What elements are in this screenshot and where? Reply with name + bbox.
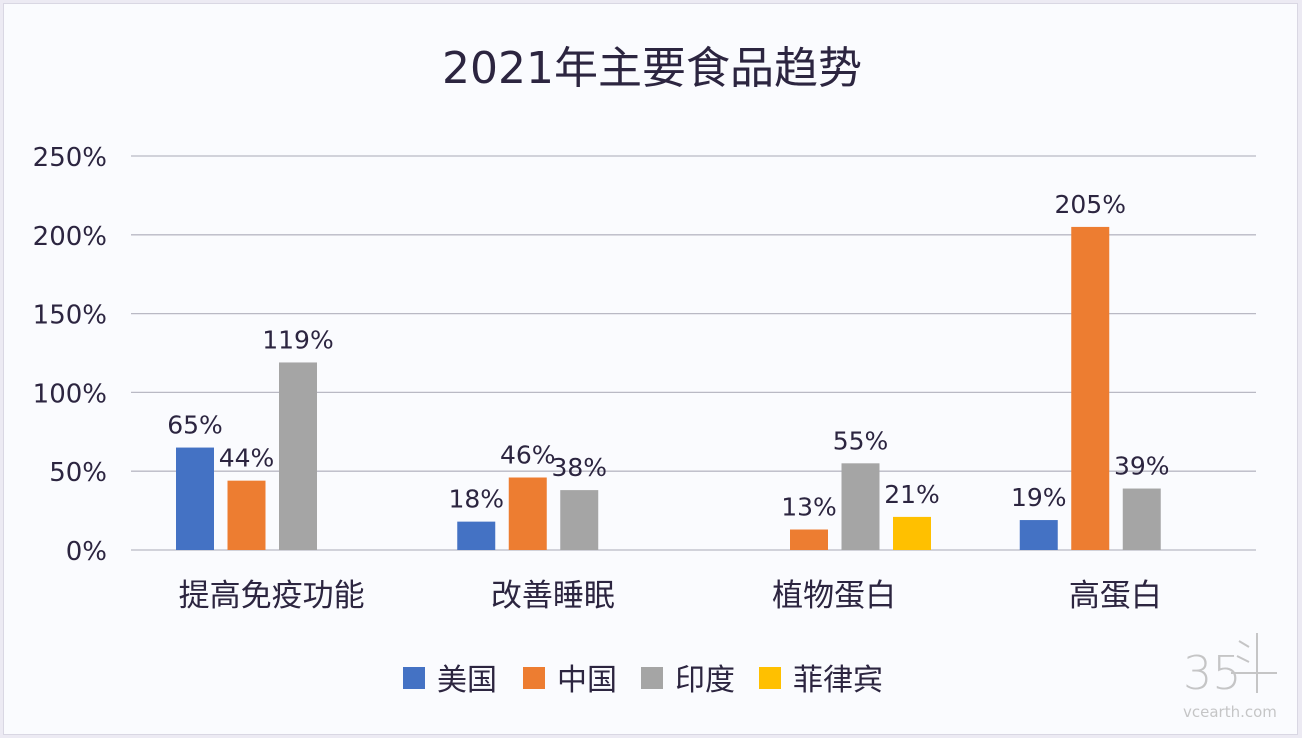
bar-中国 xyxy=(790,529,828,550)
x-tick-label: 植物蛋白 xyxy=(772,578,896,614)
data-label: 13% xyxy=(781,493,837,522)
data-label: 205% xyxy=(1055,190,1126,219)
data-label: 18% xyxy=(448,485,504,514)
bar-中国 xyxy=(508,477,547,550)
y-tick-label: 0% xyxy=(66,537,107,567)
bar-印度 xyxy=(841,463,880,550)
y-tick-label: 50% xyxy=(49,458,107,488)
bar-chart: 2021年主要食品趋势 0% 50% 100% 150% 200% 250% 65% 44%… xyxy=(33,43,1277,721)
y-axis-ticks: 0% 50% 100% 150% 200% 250% xyxy=(33,143,107,567)
legend-label: 菲律宾 xyxy=(793,663,883,698)
data-label: 39% xyxy=(1114,452,1170,481)
y-tick-label: 200% xyxy=(33,222,107,252)
x-tick-label: 提高免疫功能 xyxy=(179,578,365,614)
legend-swatch xyxy=(403,667,425,689)
legend: 美国 中国 印度 菲律宾 xyxy=(403,663,883,698)
legend-swatch xyxy=(523,667,545,689)
legend-label: 中国 xyxy=(557,663,617,698)
watermark-logo: 35 vcearth.com xyxy=(1183,633,1277,721)
data-label: 119% xyxy=(262,325,333,354)
bar-美国 xyxy=(457,521,496,550)
bars xyxy=(176,226,1161,551)
chart-frame: 2021年主要食品趋势 0% 50% 100% 150% 200% 250% 65% 44%… xyxy=(3,3,1298,735)
y-tick-label: 100% xyxy=(33,379,107,409)
data-label: 38% xyxy=(551,453,607,482)
svg-text:vcearth.com: vcearth.com xyxy=(1183,703,1277,721)
chart-title: 2021年主要食品趋势 xyxy=(442,43,862,94)
data-label: 55% xyxy=(833,426,889,455)
data-label: 46% xyxy=(500,441,556,470)
legend-swatch xyxy=(641,667,663,689)
legend-label: 美国 xyxy=(437,663,497,698)
bar-美国 xyxy=(1019,520,1058,550)
x-tick-label: 改善睡眠 xyxy=(491,578,615,614)
data-labels: 65% 44% 119% 18% 46%38% 13% 55% 21% 19% 205% 39% xyxy=(167,190,1169,522)
bar-美国 xyxy=(176,447,214,550)
bar-印度 xyxy=(560,490,599,550)
x-axis-labels: 提高免疫功能 改善睡眠 植物蛋白 高蛋白 xyxy=(179,578,1162,614)
bar-菲律宾 xyxy=(893,516,931,550)
data-label: 21% xyxy=(884,480,940,509)
data-label: 44% xyxy=(219,444,275,473)
y-tick-label: 150% xyxy=(33,301,107,331)
bar-中国 xyxy=(1071,226,1110,551)
x-tick-label: 高蛋白 xyxy=(1069,578,1162,614)
legend-swatch xyxy=(759,667,781,689)
gridlines xyxy=(131,155,1256,551)
bar-印度 xyxy=(1122,488,1161,550)
legend-label: 印度 xyxy=(675,663,735,698)
bar-印度 xyxy=(279,362,317,550)
data-label: 65% xyxy=(167,411,223,440)
bar-中国 xyxy=(227,480,266,550)
y-tick-label: 250% xyxy=(33,143,107,173)
data-label: 19% xyxy=(1011,483,1067,512)
